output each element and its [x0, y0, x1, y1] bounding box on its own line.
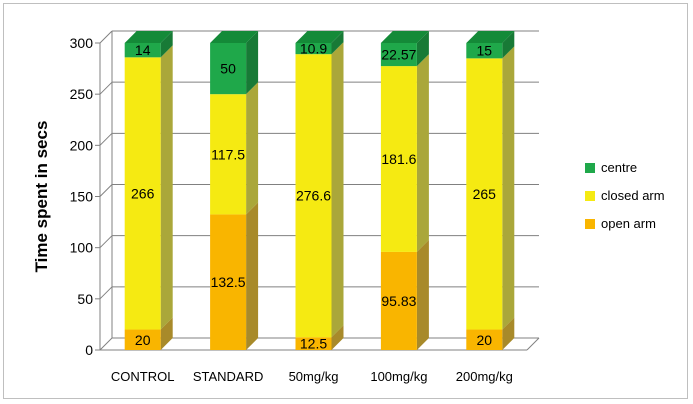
bar-50mg-kg-closed-arm [295, 54, 332, 338]
bar-50mg-kg-open-arm-side [331, 325, 344, 350]
x-tick-label: 50mg/kg [289, 369, 339, 384]
bar-control-open-arm [124, 329, 161, 350]
gridline-diagonal [99, 132, 113, 146]
legend-label-open-arm: open arm [601, 216, 656, 231]
data-label: 132.5 [211, 274, 246, 290]
bar-standard-open-arm [210, 214, 247, 350]
x-axis-line-depth [526, 337, 540, 351]
data-label: 15 [477, 43, 493, 59]
legend-swatch-open-arm [585, 219, 595, 229]
x-tick-label: 100mg/kg [370, 369, 427, 384]
data-label: 50 [220, 61, 236, 77]
bar-200mg-kg-open-arm-side [502, 317, 515, 350]
y-tick-label: 300 [70, 35, 94, 51]
bar-standard-closed-arm-side [246, 82, 259, 215]
data-label: 117.5 [211, 146, 245, 162]
bar-50mg-kg-closed-arm-side [331, 42, 344, 338]
bar-100mg-kg-open-arm-side [416, 239, 429, 350]
bar-200mg-kg-closed-arm [466, 58, 503, 330]
data-label: 266 [131, 185, 155, 201]
bar-standard-centre [210, 43, 247, 95]
gridline-diagonal [99, 30, 113, 44]
bar-100mg-kg-centre [380, 43, 417, 67]
bar-50mg-kg-centre-side [331, 31, 344, 55]
x-tick-label: 200mg/kg [456, 369, 513, 384]
bar-100mg-kg-top [380, 31, 429, 43]
bar-standard-closed-arm [210, 94, 247, 215]
bar-100mg-kg-closed-arm [380, 66, 417, 252]
bar-control-centre-side [160, 31, 173, 58]
gridline-diagonal [99, 81, 113, 95]
chart-frame [3, 3, 688, 399]
bar-control-closed-arm [124, 57, 161, 330]
bar-200mg-kg-centre-side [502, 31, 515, 59]
data-label: 265 [473, 186, 497, 202]
y-tick-label: 200 [70, 137, 94, 153]
bar-100mg-kg-open-arm [380, 251, 417, 350]
bar-control-closed-arm-side [160, 45, 173, 330]
data-label: 10.9 [300, 41, 327, 57]
bar-standard-open-arm-side [246, 202, 259, 350]
x-tick-label: CONTROL [111, 369, 175, 384]
bar-control-centre [124, 43, 161, 58]
data-label: 22.57 [381, 47, 416, 63]
legend-label-closed-arm: closed arm [601, 188, 665, 203]
bar-control-open-arm-side [160, 317, 173, 350]
gridline-diagonal [99, 337, 113, 351]
bar-standard-centre-side [246, 31, 259, 95]
gridline-diagonal [99, 235, 113, 249]
legend-label-centre: centre [601, 160, 637, 175]
bar-50mg-kg-top [295, 31, 344, 43]
y-tick-label: 0 [85, 342, 93, 358]
legend-swatch-closed-arm [585, 191, 595, 201]
data-label: 181.6 [381, 151, 416, 167]
data-label: 276.6 [296, 188, 331, 204]
bar-100mg-kg-centre-side [416, 31, 429, 67]
y-tick-label: 50 [77, 291, 93, 307]
y-tick-label: 250 [70, 86, 94, 102]
bar-200mg-kg-closed-arm-side [502, 46, 515, 330]
y-tick-label: 100 [70, 240, 94, 256]
bar-100mg-kg-closed-arm-side [416, 54, 429, 252]
bar-standard-top [210, 31, 259, 43]
bar-200mg-kg-top [466, 31, 515, 43]
data-label: 20 [135, 332, 151, 348]
y-tick-label: 150 [70, 189, 94, 205]
data-label: 95.83 [381, 293, 416, 309]
gridline-diagonal [99, 286, 113, 300]
x-tick-label: STANDARD [193, 369, 264, 384]
bar-control-top [124, 31, 173, 43]
y-axis-label: Time spent in secs [32, 121, 51, 273]
bar-200mg-kg-open-arm [466, 329, 503, 350]
data-label: 14 [135, 42, 151, 58]
data-label: 20 [477, 332, 493, 348]
legend-swatch-centre [585, 163, 595, 173]
bar-200mg-kg-centre [466, 43, 503, 59]
bar-50mg-kg-centre [295, 43, 332, 55]
bar-50mg-kg-open-arm [295, 337, 332, 350]
data-label: 12.5 [300, 336, 327, 352]
gridline-diagonal [99, 184, 113, 197]
